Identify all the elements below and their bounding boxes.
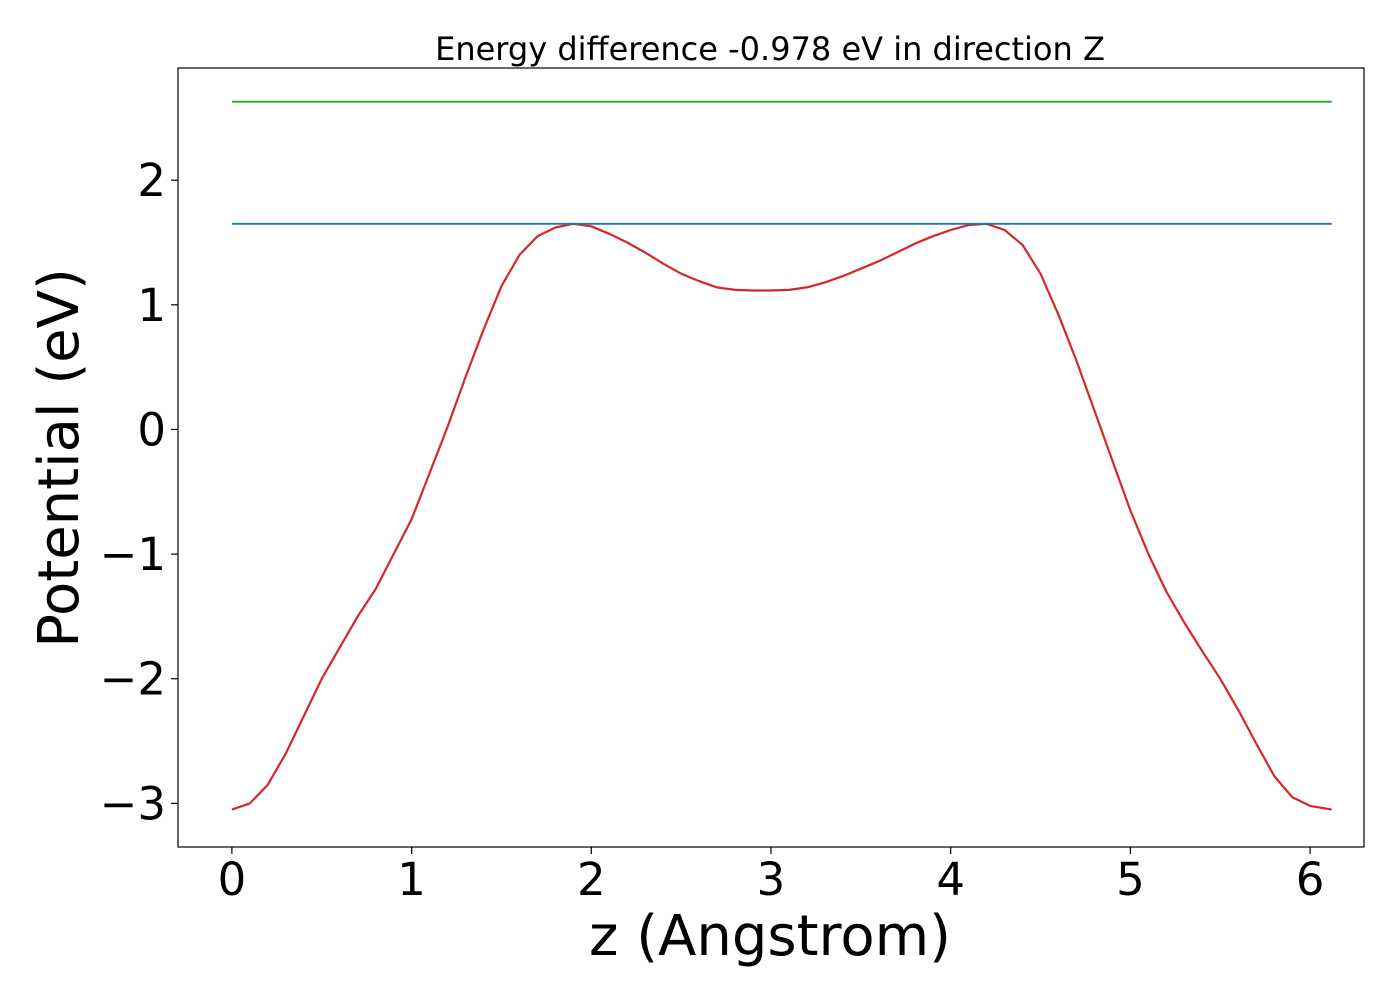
y-tick-label: 2	[137, 154, 166, 207]
x-tick-label: 3	[757, 853, 786, 906]
x-tick-label: 6	[1296, 853, 1325, 906]
x-tick-label: 5	[1116, 853, 1145, 906]
y-tick-label: −1	[100, 528, 166, 581]
series-line-0	[231, 222, 1332, 811]
y-tick-label: 1	[137, 279, 166, 332]
y-axis-ticks: −3 −2 −1 0 1 2	[100, 154, 178, 830]
y-tick-label: −2	[100, 653, 166, 706]
x-tick-label: 4	[936, 853, 965, 906]
y-tick-label: 0	[137, 403, 166, 456]
x-tick-label: 2	[577, 853, 606, 906]
plot-series	[231, 100, 1332, 811]
x-tick-label: 1	[397, 853, 426, 906]
chart-title: Energy difference -0.978 eV in direction…	[435, 30, 1105, 68]
x-axis-ticks: 0 1 2 3 4 5 6	[218, 847, 1325, 906]
x-tick-label: 0	[218, 853, 247, 906]
x-axis-label: z (Angstrom)	[589, 904, 951, 969]
y-tick-label: −3	[100, 777, 166, 830]
y-axis-label: Potential (eV)	[27, 268, 92, 648]
plot-area-frame	[177, 67, 1365, 848]
